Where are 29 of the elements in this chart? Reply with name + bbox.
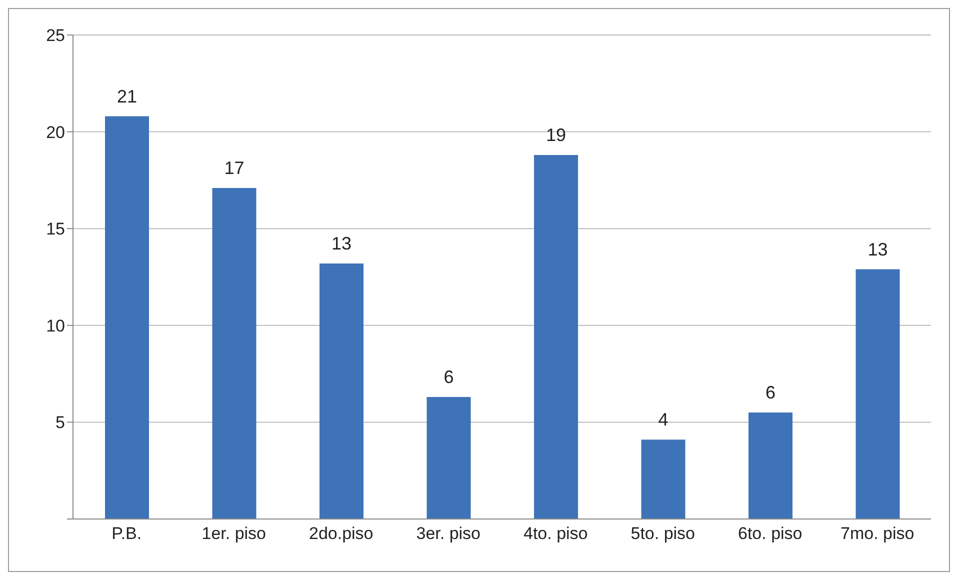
- data-label: 13: [331, 233, 352, 254]
- bar: [105, 116, 149, 519]
- data-label: 13: [868, 239, 888, 260]
- y-tick-label: 25: [46, 26, 65, 46]
- x-tick-label: 6to. piso: [738, 524, 802, 544]
- bar: [534, 155, 578, 519]
- data-label: 6: [765, 382, 776, 403]
- x-tick-label: 7mo. piso: [840, 524, 914, 544]
- data-label: 17: [224, 158, 244, 178]
- bar: [641, 440, 686, 519]
- bar: [212, 188, 256, 519]
- bar: [426, 397, 471, 519]
- y-tick-label: 5: [56, 413, 65, 432]
- x-tick-label: P.B.: [112, 524, 142, 544]
- x-tick-label: 4to. piso: [523, 524, 588, 544]
- data-label: 6: [444, 367, 454, 388]
- bar: [748, 412, 792, 519]
- x-tick-label: 5to. piso: [630, 524, 696, 544]
- bar: [320, 263, 364, 519]
- y-tick-label: 10: [46, 316, 65, 336]
- y-tick-label: 15: [46, 220, 65, 239]
- x-tick-label: 3er. piso: [416, 524, 481, 544]
- bar: [856, 269, 900, 519]
- data-label: 21: [116, 86, 138, 106]
- y-tick-label: 20: [46, 122, 65, 142]
- x-tick-label: 2do.piso: [308, 524, 374, 544]
- x-tick-label: 1er. piso: [202, 524, 266, 544]
- data-label: 19: [546, 125, 566, 146]
- data-label: 4: [658, 410, 668, 430]
